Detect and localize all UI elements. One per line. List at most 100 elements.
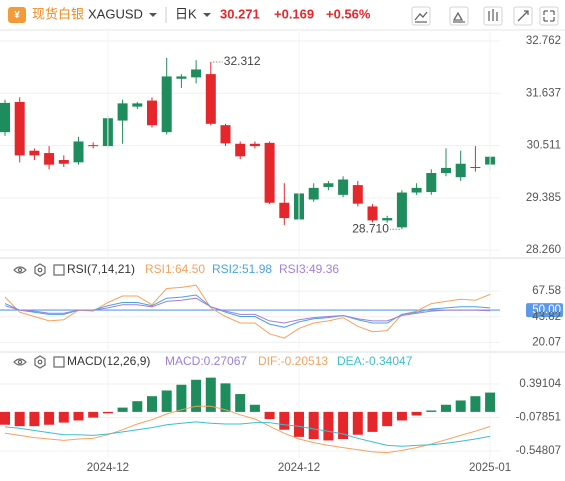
y-tick-label: -0.07851 <box>516 412 561 424</box>
candle-body <box>132 103 143 107</box>
symbol[interactable]: XAGUSD <box>88 6 143 21</box>
x-tick-label: 2025-01 <box>469 462 511 474</box>
indicator-icon[interactable] <box>53 356 65 368</box>
price: 30.271 <box>220 6 260 21</box>
settings-icon[interactable] <box>37 359 43 365</box>
macd-bar <box>220 383 231 412</box>
legend-entry: MACD:0.27067 <box>165 354 247 368</box>
macd-line <box>4 421 491 447</box>
candle-body <box>176 76 187 79</box>
legend-entry: DEA:-0.34047 <box>337 354 413 368</box>
candle-body <box>44 153 55 165</box>
settings-icon[interactable] <box>34 355 46 369</box>
legend-entry: RSI1:64.50 <box>145 262 205 276</box>
eye-icon[interactable] <box>13 358 27 366</box>
eye-icon[interactable] <box>13 266 27 274</box>
compare-icon[interactable] <box>517 10 529 22</box>
macd-bar <box>176 384 187 412</box>
candle-body <box>367 206 378 221</box>
y-tick-label: 0.39104 <box>519 378 561 390</box>
candle-body <box>308 187 319 200</box>
period[interactable]: 日K <box>175 6 197 21</box>
macd-bar <box>279 411 290 430</box>
indicator-title: MACD(12,26,9) <box>67 354 150 368</box>
macd-bar <box>294 411 304 437</box>
macd-bar <box>249 404 260 412</box>
eye-icon[interactable] <box>17 267 23 273</box>
candle-body <box>29 150 40 156</box>
candle-body <box>147 100 157 126</box>
candle-body <box>88 145 99 147</box>
candle-body <box>191 69 202 78</box>
candle-body <box>205 74 216 124</box>
indicator-icon[interactable] <box>488 9 498 21</box>
macd-bar <box>44 411 55 425</box>
fullscreen-icon[interactable] <box>543 10 555 22</box>
macd-bar <box>58 411 69 423</box>
candle-body <box>58 160 69 164</box>
candle-body <box>14 101 25 156</box>
macd-bar <box>0 411 10 425</box>
macd-bar <box>117 407 128 412</box>
settings-icon[interactable] <box>34 263 46 277</box>
macd-bar <box>235 394 246 412</box>
candle-body <box>470 166 481 168</box>
rsi-line <box>4 297 491 324</box>
y-tick-label: 20.07 <box>532 336 561 348</box>
candle-body <box>264 142 275 203</box>
logo-glyph: ¥ <box>14 10 20 21</box>
macd-bar <box>441 404 451 412</box>
candle-body <box>426 173 437 193</box>
dropdown-arrow[interactable] <box>149 13 157 17</box>
indicator-icon[interactable] <box>53 264 65 276</box>
x-tick-label: 2024-12 <box>87 462 129 474</box>
y-tick-label: 50.00 <box>532 304 561 316</box>
dropdown-arrow[interactable] <box>203 13 211 17</box>
macd-bar <box>367 411 378 432</box>
logo <box>8 7 26 23</box>
tool-button[interactable] <box>449 6 469 26</box>
x-tick-label: 2024-12 <box>278 462 320 474</box>
macd-bar <box>382 411 393 427</box>
macd-line <box>4 405 491 454</box>
draw-icon[interactable] <box>414 11 428 23</box>
legend-entry: RSI3:49.36 <box>279 262 339 276</box>
settings-icon[interactable] <box>37 267 43 273</box>
annotation: 28.710 <box>352 221 389 235</box>
tool-button[interactable] <box>513 6 533 26</box>
candle-body <box>323 183 334 187</box>
candle-body <box>161 76 172 133</box>
tool-button[interactable] <box>483 6 503 26</box>
macd-bar <box>29 411 40 427</box>
y-tick-label: -0.54807 <box>516 445 561 457</box>
y-tick-label: 43.82 <box>532 311 561 323</box>
indicator-title: RSI(7,14,21) <box>67 262 135 276</box>
macd-bar <box>264 411 275 420</box>
candle-body <box>338 179 349 195</box>
macd-bar <box>470 396 481 412</box>
instrument-name[interactable]: 现货白银 <box>32 6 84 21</box>
macd-bar <box>455 400 466 412</box>
candle-body <box>352 185 363 204</box>
annotation: 32.312 <box>224 54 261 68</box>
macd-bar <box>485 392 496 412</box>
candle-body <box>117 103 128 121</box>
candle-body <box>411 187 422 193</box>
macd-bar <box>323 411 334 441</box>
macd-bar <box>147 396 157 412</box>
macd-bar <box>132 401 143 412</box>
shape-icon[interactable] <box>452 11 465 23</box>
candle-body <box>441 167 451 174</box>
tool-button[interactable] <box>411 6 431 26</box>
eye-icon[interactable] <box>17 359 23 365</box>
tool-button[interactable] <box>539 6 559 26</box>
y-tick-label: 29.385 <box>526 192 561 204</box>
y-tick-label: 32.762 <box>526 35 561 47</box>
macd-bar <box>308 411 319 440</box>
macd-bar <box>426 410 437 412</box>
candle-body <box>382 218 393 221</box>
candle-body <box>220 125 231 144</box>
y-tick-label: 67.58 <box>532 285 561 297</box>
macd-bar <box>396 411 407 421</box>
